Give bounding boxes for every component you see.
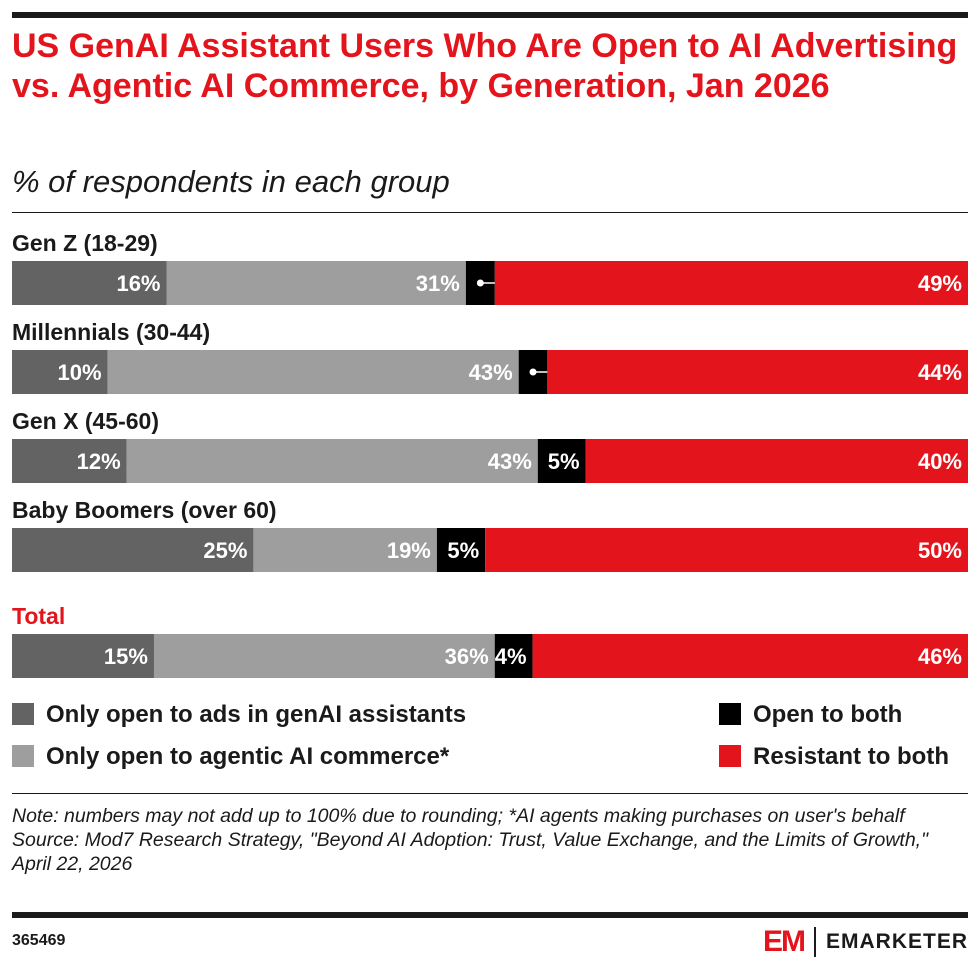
data-label-commerce-only: 43% xyxy=(488,449,532,474)
bar-segment-ads-only xyxy=(12,634,154,678)
data-label-commerce-only: 36% xyxy=(445,644,489,669)
bar-segment-resistant xyxy=(494,261,968,305)
legend-swatch-commerce-only xyxy=(12,745,34,767)
chart-id: 365469 xyxy=(12,932,66,949)
data-label-resistant: 49% xyxy=(918,271,962,296)
legend-swatch-both xyxy=(719,703,741,725)
legend-commerce-only: Only open to agentic AI commerce* xyxy=(12,742,449,772)
bar-segment-ads-only xyxy=(12,528,254,572)
legend-swatch-resistant xyxy=(719,745,741,767)
data-label-both: 4% xyxy=(495,644,527,669)
data-label-resistant: 44% xyxy=(918,360,962,385)
data-label-commerce-only: 19% xyxy=(387,538,431,563)
category-label: Baby Boomers (over 60) xyxy=(12,497,277,523)
bar-segment-both xyxy=(436,528,486,572)
data-label-commerce-only: 43% xyxy=(469,360,513,385)
legend-both: Open to both xyxy=(719,700,902,730)
footer-rule xyxy=(12,793,968,794)
data-label-ads-only: 16% xyxy=(116,271,160,296)
emarketer-logo: EM EMARKETER xyxy=(763,925,968,959)
chart-subtitle: % of respondents in each group xyxy=(12,164,450,199)
bar-segment-commerce-only xyxy=(126,439,538,483)
stacked-bar-chart: Gen Z (18-29)16%31%3%49%Millennials (30-… xyxy=(12,230,968,678)
chart-title: US GenAI Assistant Users Who Are Open to… xyxy=(12,27,958,105)
data-label-ads-only: 10% xyxy=(58,360,102,385)
category-label: Millennials (30-44) xyxy=(12,319,210,345)
legend-ads-only: Only open to ads in genAI assistants xyxy=(12,700,466,730)
bottom-rule xyxy=(12,912,968,918)
source-text: Source: Mod7 Research Strategy, "Beyond … xyxy=(12,829,929,875)
bar-segment-resistant xyxy=(547,350,968,394)
data-label-ads-only: 15% xyxy=(104,644,148,669)
bar-segment-both xyxy=(494,634,533,678)
note-text: Note: numbers may not add up to 100% due… xyxy=(12,805,905,827)
bar-segment-ads-only xyxy=(12,350,108,394)
bar-segment-resistant xyxy=(585,439,968,483)
header-rule xyxy=(12,212,968,213)
bar-segment-ads-only xyxy=(12,439,127,483)
logo-mark: EM xyxy=(762,925,806,958)
data-label-resistant: 50% xyxy=(918,538,962,563)
data-label-commerce-only: 31% xyxy=(416,271,460,296)
bar-segment-commerce-only xyxy=(166,261,466,305)
data-label-resistant: 40% xyxy=(918,449,962,474)
bar-segment-commerce-only xyxy=(153,634,495,678)
bar-segment-commerce-only xyxy=(253,528,437,572)
category-label: Total xyxy=(12,603,65,629)
bar-segment-both xyxy=(537,439,586,483)
data-label-resistant: 46% xyxy=(918,644,962,669)
data-label-ads-only: 12% xyxy=(77,449,121,474)
bar-segment-resistant xyxy=(485,528,968,572)
bar-segment-commerce-only xyxy=(107,350,519,394)
data-label-both: 5% xyxy=(548,449,580,474)
legend-label-ads-only: Only open to ads in genAI assistants xyxy=(46,701,467,728)
legend-swatch-ads-only xyxy=(12,703,34,725)
category-label: Gen X (45-60) xyxy=(12,408,159,434)
data-label-ads-only: 25% xyxy=(203,538,247,563)
logo-divider xyxy=(813,927,816,957)
logo-wordmark: EMARKETER xyxy=(825,930,968,953)
footnotes: Note: numbers may not add up to 100% due… xyxy=(12,804,968,876)
category-label: Gen Z (18-29) xyxy=(12,230,158,256)
legend-label-both: Open to both xyxy=(753,701,903,728)
legend-resistant: Resistant to both xyxy=(719,742,949,772)
bar-segment-resistant xyxy=(532,634,968,678)
legend-label-resistant: Resistant to both xyxy=(753,743,949,770)
legend-label-commerce-only: Only open to agentic AI commerce* xyxy=(46,743,450,770)
top-rule xyxy=(12,12,968,18)
data-label-both: 5% xyxy=(447,538,479,563)
bar-segment-ads-only xyxy=(12,261,167,305)
